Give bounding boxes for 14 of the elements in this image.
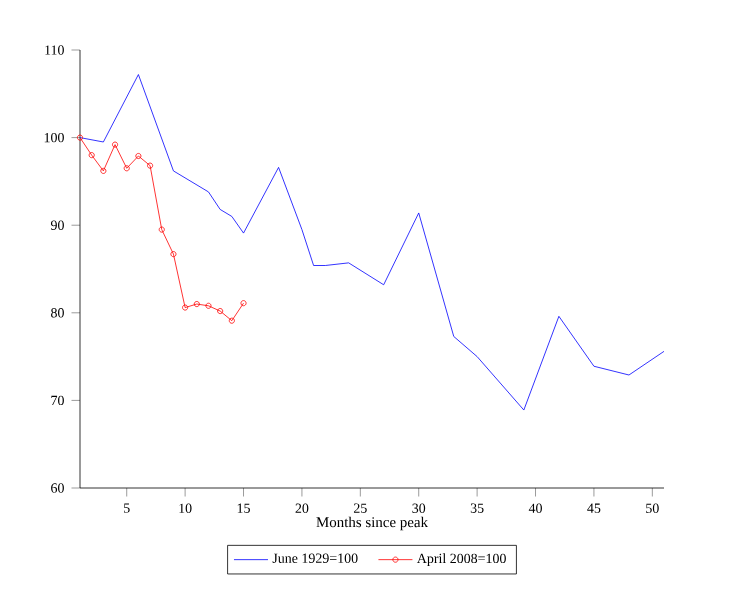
point (158, 226, 165, 233)
point (88, 152, 95, 159)
point (182, 304, 189, 311)
point (193, 301, 200, 308)
point (205, 302, 212, 309)
point (147, 162, 154, 169)
point (217, 308, 224, 315)
line-series (80, 74, 664, 411)
point (100, 167, 107, 174)
point (135, 153, 142, 159)
point (123, 165, 130, 172)
point (228, 317, 235, 324)
point (112, 141, 119, 148)
point (170, 251, 177, 258)
